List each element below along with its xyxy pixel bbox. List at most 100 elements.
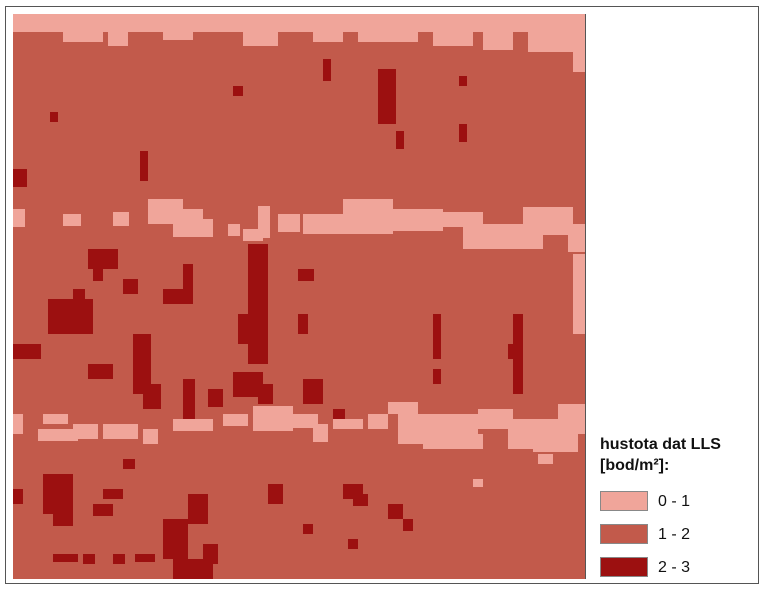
high-density-cell xyxy=(353,494,368,506)
high-density-cell xyxy=(333,409,345,419)
low-density-cell xyxy=(113,212,129,226)
high-density-cell xyxy=(298,269,314,281)
low-density-cell xyxy=(533,434,578,452)
high-density-cell xyxy=(188,494,208,524)
raster-cells xyxy=(13,14,585,579)
low-density-cell xyxy=(293,414,318,428)
legend-swatch-medium xyxy=(600,524,648,544)
low-density-cell xyxy=(483,32,513,50)
high-density-cell xyxy=(13,344,41,359)
high-density-cell xyxy=(208,389,223,407)
high-density-cell xyxy=(459,124,467,142)
high-density-cell xyxy=(378,69,396,124)
high-density-cell xyxy=(303,379,323,404)
low-density-cell xyxy=(63,214,81,226)
low-density-cell xyxy=(163,32,193,40)
low-density-cell xyxy=(173,209,203,237)
low-density-cell xyxy=(333,419,363,429)
high-density-cell xyxy=(93,504,113,516)
raster-base xyxy=(13,14,585,579)
high-density-cell xyxy=(203,544,218,564)
low-density-cell xyxy=(568,224,585,252)
high-density-cell xyxy=(233,86,243,96)
low-density-cell xyxy=(358,32,418,42)
low-density-cell xyxy=(473,479,483,487)
legend-swatch-low xyxy=(600,491,648,511)
low-density-cell xyxy=(38,429,78,441)
high-density-cell xyxy=(303,524,313,534)
low-density-cell xyxy=(143,429,158,444)
high-density-cell xyxy=(513,314,523,394)
high-density-cell xyxy=(43,474,73,514)
low-density-cell xyxy=(223,414,248,426)
low-density-cell xyxy=(13,14,585,32)
high-density-cell xyxy=(50,112,58,122)
low-density-cell xyxy=(63,32,103,42)
low-density-cell xyxy=(13,209,25,227)
low-density-cell xyxy=(573,52,585,72)
high-density-cell xyxy=(348,539,358,549)
legend-swatch-high xyxy=(600,557,648,577)
high-density-cell xyxy=(258,384,273,404)
high-density-cell xyxy=(388,504,403,519)
high-density-cell xyxy=(163,519,188,559)
legend: hustota dat LLS [bod/m²]: 0 - 1 1 - 2 2 … xyxy=(600,434,750,577)
low-density-cell xyxy=(528,32,585,52)
high-density-cell xyxy=(133,334,151,394)
low-density-cell xyxy=(243,32,278,46)
high-density-cell xyxy=(396,131,404,149)
low-density-cell xyxy=(558,404,585,434)
high-density-cell xyxy=(183,379,195,419)
high-density-cell xyxy=(238,314,256,344)
high-density-cell xyxy=(123,459,135,469)
high-density-cell xyxy=(53,554,78,562)
low-density-cell xyxy=(368,414,388,429)
high-density-cell xyxy=(103,489,123,499)
high-density-cell xyxy=(433,314,441,359)
low-density-cell xyxy=(478,409,513,429)
high-density-cell xyxy=(248,244,268,364)
low-density-cell xyxy=(243,229,263,241)
high-density-cell xyxy=(13,169,27,187)
high-density-cell xyxy=(143,384,161,409)
high-density-cell xyxy=(123,279,138,294)
low-density-cell xyxy=(313,32,343,42)
high-density-cell xyxy=(268,484,283,504)
legend-label-high: 2 - 3 xyxy=(658,559,691,576)
legend-title-line2: [bod/m²]: xyxy=(600,457,670,474)
high-density-cell xyxy=(135,554,155,562)
high-density-cell xyxy=(88,249,118,269)
density-raster xyxy=(13,14,585,579)
high-density-cell xyxy=(459,76,467,86)
low-density-cell xyxy=(103,424,138,439)
low-density-cell xyxy=(433,32,473,46)
low-density-cell xyxy=(108,32,128,46)
low-density-cell xyxy=(388,209,443,231)
high-density-cell xyxy=(403,519,413,531)
high-density-cell xyxy=(298,314,308,334)
legend-title-line1: hustota dat LLS xyxy=(600,436,721,453)
high-density-cell xyxy=(433,369,441,384)
high-density-cell xyxy=(140,151,148,181)
high-density-cell xyxy=(93,269,103,281)
low-density-cell xyxy=(343,199,393,234)
low-density-cell xyxy=(538,454,553,464)
high-density-cell xyxy=(183,264,193,304)
high-density-cell xyxy=(13,489,23,504)
low-density-cell xyxy=(303,214,348,234)
low-density-cell xyxy=(13,414,23,434)
high-density-cell xyxy=(73,289,85,301)
low-density-cell xyxy=(253,406,293,431)
high-density-cell xyxy=(58,309,78,324)
low-density-cell xyxy=(173,419,213,431)
legend-label-low: 0 - 1 xyxy=(658,493,691,510)
density-map xyxy=(13,14,586,579)
legend-label-medium: 1 - 2 xyxy=(658,526,691,543)
low-density-cell xyxy=(278,214,300,232)
low-density-cell xyxy=(313,424,328,442)
low-density-cell xyxy=(203,219,213,237)
low-density-cell xyxy=(228,224,240,236)
low-density-cell xyxy=(523,207,573,235)
low-density-cell xyxy=(573,254,585,314)
low-density-cell xyxy=(443,212,483,227)
